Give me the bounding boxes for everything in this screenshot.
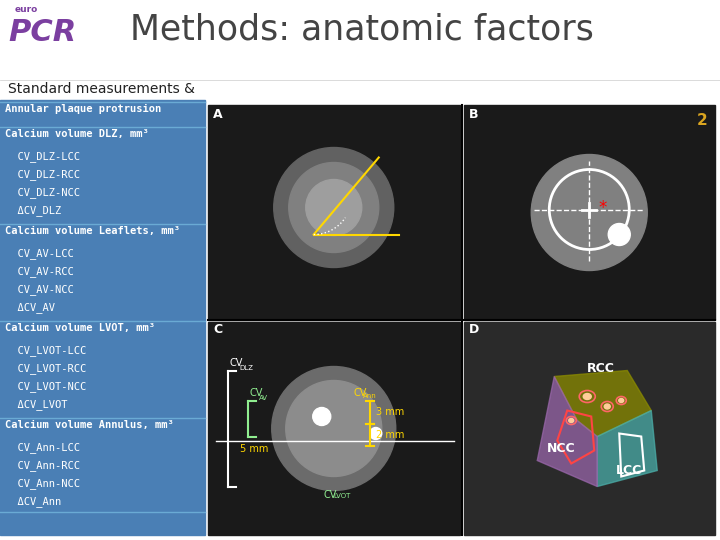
Text: C: C xyxy=(213,323,222,336)
Circle shape xyxy=(289,163,379,253)
Polygon shape xyxy=(554,370,652,436)
Text: Calcium volume Annulus, mm³: Calcium volume Annulus, mm³ xyxy=(5,420,174,430)
Text: PCR: PCR xyxy=(8,18,76,47)
Text: 2: 2 xyxy=(696,113,707,128)
Polygon shape xyxy=(537,376,598,487)
Text: CV_AV-NCC: CV_AV-NCC xyxy=(5,284,73,295)
Circle shape xyxy=(531,154,647,271)
Text: Ann: Ann xyxy=(363,394,377,400)
Text: ΔCV_Ann: ΔCV_Ann xyxy=(5,496,61,507)
Text: ΔCV_AV: ΔCV_AV xyxy=(5,302,55,313)
Text: CV: CV xyxy=(354,388,367,397)
Bar xyxy=(0,100,205,535)
Circle shape xyxy=(370,428,382,440)
Text: CV_DLZ-LCC: CV_DLZ-LCC xyxy=(5,151,80,162)
Text: Methods: anatomic factors: Methods: anatomic factors xyxy=(130,12,594,46)
Circle shape xyxy=(286,381,382,476)
Bar xyxy=(208,322,459,535)
Text: ΔCV_LVOT: ΔCV_LVOT xyxy=(5,399,68,410)
Bar xyxy=(464,322,715,535)
Text: Standard measurements &: Standard measurements & xyxy=(8,82,195,96)
Text: 5 mm: 5 mm xyxy=(240,444,269,455)
Text: Calcium volume DLZ, mm³: Calcium volume DLZ, mm³ xyxy=(5,129,149,139)
Ellipse shape xyxy=(583,394,591,400)
Text: 2 mm: 2 mm xyxy=(376,429,404,440)
Circle shape xyxy=(608,224,630,246)
Text: DLZ: DLZ xyxy=(239,364,253,370)
Text: LVOT: LVOT xyxy=(334,492,351,498)
Circle shape xyxy=(274,147,394,267)
Text: Calcium volume Leaflets, mm³: Calcium volume Leaflets, mm³ xyxy=(5,226,180,236)
Ellipse shape xyxy=(604,404,611,409)
Text: CV: CV xyxy=(324,490,337,501)
Bar xyxy=(208,105,459,320)
Polygon shape xyxy=(598,410,657,487)
Ellipse shape xyxy=(618,399,624,402)
Text: 3 mm: 3 mm xyxy=(376,407,404,417)
Circle shape xyxy=(271,367,396,490)
Text: AV: AV xyxy=(259,395,268,401)
Bar xyxy=(0,0,720,80)
Text: CV_LVOT-RCC: CV_LVOT-RCC xyxy=(5,363,86,374)
Text: CV_LVOT-LCC: CV_LVOT-LCC xyxy=(5,345,86,356)
Bar xyxy=(464,105,715,320)
Text: Calcium volume LVOT, mm³: Calcium volume LVOT, mm³ xyxy=(5,323,155,333)
Text: A: A xyxy=(213,108,222,121)
Text: CV: CV xyxy=(250,388,264,399)
Text: D: D xyxy=(469,323,479,336)
Text: B: B xyxy=(469,108,478,121)
Text: Annular plaque protrusion: Annular plaque protrusion xyxy=(5,104,161,114)
Text: LCC: LCC xyxy=(616,464,642,477)
Text: CV_DLZ-RCC: CV_DLZ-RCC xyxy=(5,169,80,180)
Text: CV_AV-RCC: CV_AV-RCC xyxy=(5,266,73,277)
Ellipse shape xyxy=(569,418,574,422)
Text: CV_DLZ-NCC: CV_DLZ-NCC xyxy=(5,187,80,198)
Text: RCC: RCC xyxy=(588,361,615,375)
Text: CV_LVOT-NCC: CV_LVOT-NCC xyxy=(5,381,86,392)
Text: *: * xyxy=(598,199,606,217)
Text: CV_Ann-RCC: CV_Ann-RCC xyxy=(5,460,80,471)
Text: CV_AV-LCC: CV_AV-LCC xyxy=(5,248,73,259)
Text: euro: euro xyxy=(15,5,38,14)
Text: CV_Ann-NCC: CV_Ann-NCC xyxy=(5,478,80,489)
Text: ΔCV_DLZ: ΔCV_DLZ xyxy=(5,205,61,216)
Circle shape xyxy=(306,179,361,235)
Text: CV_Ann-LCC: CV_Ann-LCC xyxy=(5,442,80,453)
Text: CV: CV xyxy=(230,359,243,368)
Circle shape xyxy=(312,408,330,426)
Text: NCC: NCC xyxy=(547,442,576,455)
